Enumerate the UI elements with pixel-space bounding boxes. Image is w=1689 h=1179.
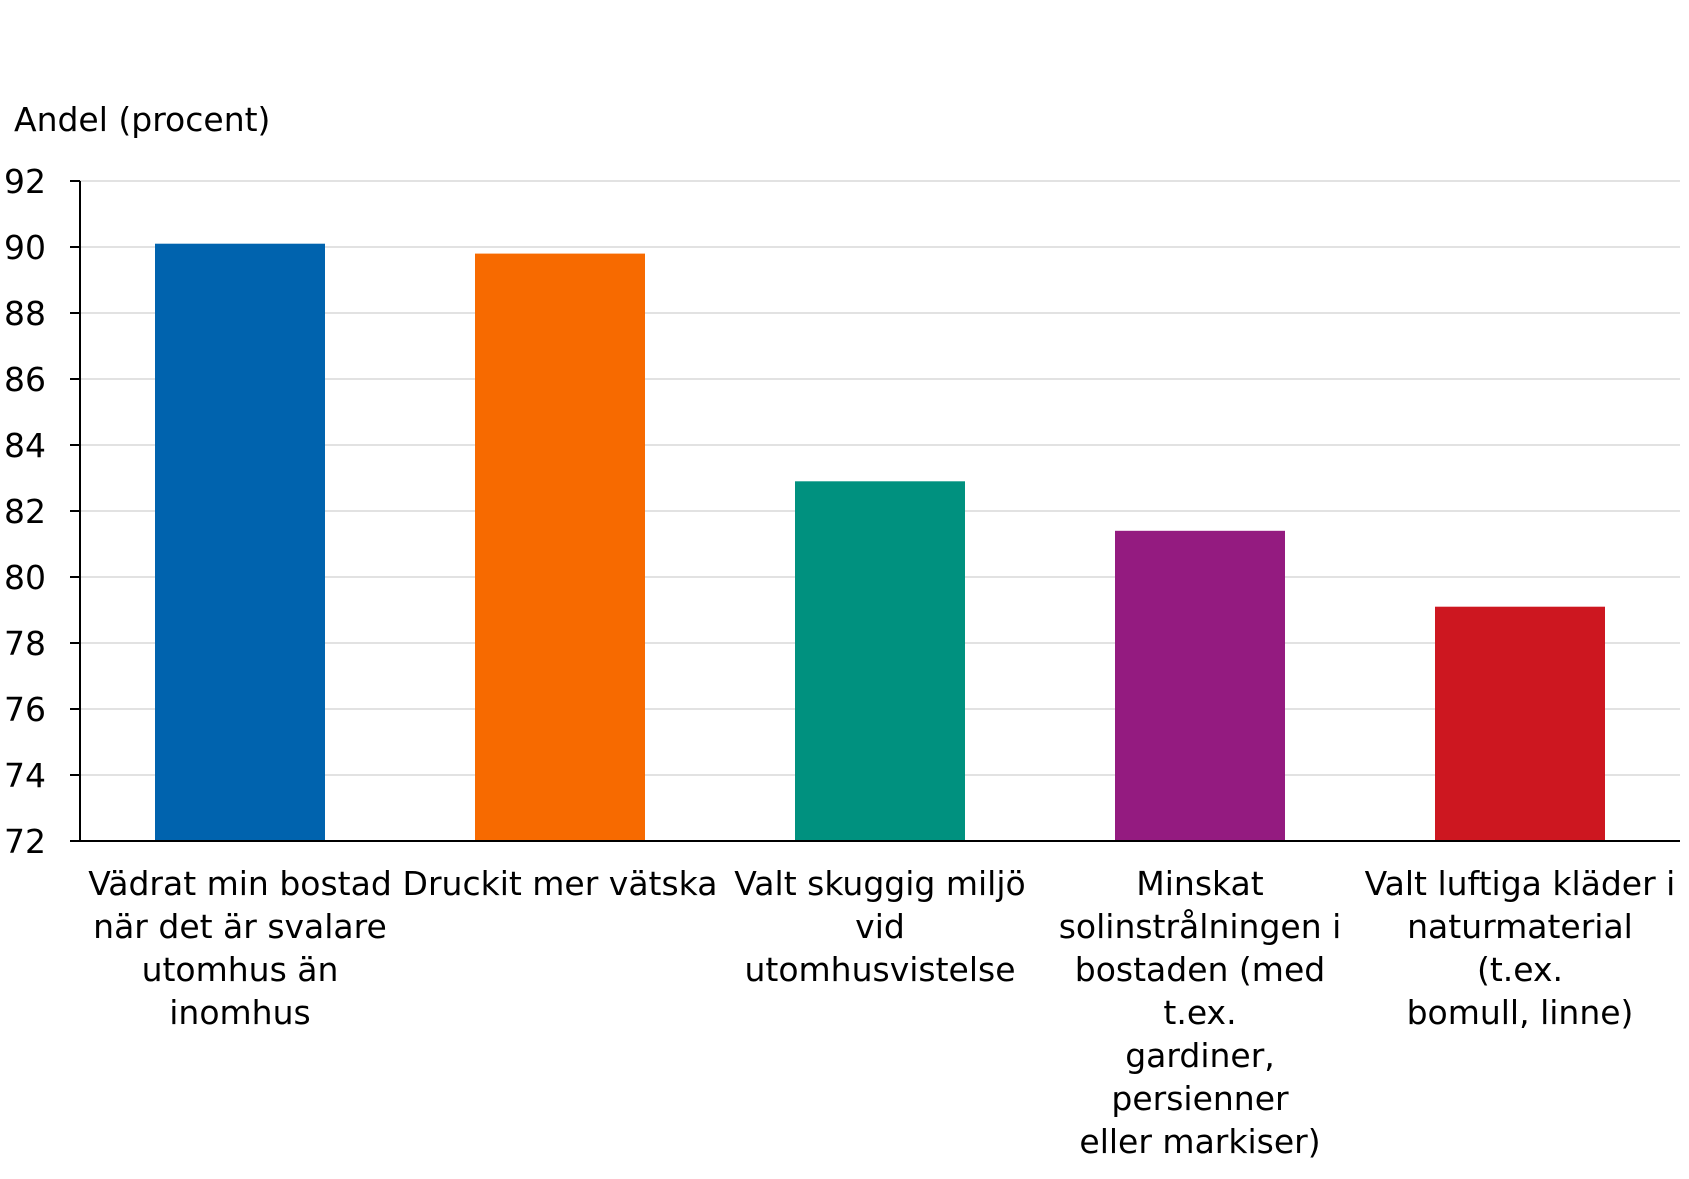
x-tick-label-line: gardiner, persienner	[1111, 1036, 1289, 1118]
x-tick-label-line: Minskat	[1136, 864, 1264, 903]
y-tick-label: 82	[4, 492, 46, 531]
y-tick-label: 72	[4, 822, 46, 861]
y-tick-label: 90	[4, 228, 46, 267]
x-tick-label: Valt skuggig miljö vid utomhusvistelse	[720, 862, 1040, 991]
y-tick-label: 88	[4, 294, 46, 333]
y-tick-label: 92	[4, 162, 46, 201]
x-tick-label-line: Valt luftiga kläder i	[1364, 864, 1676, 903]
x-tick-label-line: utomhus än	[141, 950, 339, 989]
x-tick-label: Vädrat min bostad när det är svalare utomh…	[80, 862, 400, 1034]
x-tick-label: Valt luftiga kläder i naturmaterial (t.ex…	[1360, 862, 1680, 1034]
x-tick-label: Druckit mer vätska	[400, 862, 720, 905]
y-tick-label: 80	[4, 558, 46, 597]
bars	[155, 243, 1605, 842]
x-tick-label-line: eller markiser)	[1079, 1122, 1321, 1161]
y-tick-label: 76	[4, 690, 46, 729]
x-tick-label-line: Vädrat min bostad	[88, 864, 392, 903]
bar-4	[1115, 530, 1285, 841]
bar-2	[475, 253, 645, 842]
y-tick-label: 86	[4, 360, 46, 399]
axes	[70, 180, 1680, 842]
bar-3	[795, 481, 965, 841]
x-tick-label-line: solinstrålningen i	[1058, 907, 1342, 946]
x-tick-label-line: naturmaterial (t.ex.	[1407, 907, 1633, 989]
y-axis-label: Andel (procent)	[14, 100, 271, 139]
x-tick-label-line: inomhus	[169, 993, 311, 1032]
y-tick-label: 84	[4, 426, 46, 465]
x-tick-label: Minskat solinstrålningen i bostaden (med t…	[1040, 862, 1360, 1163]
bar-1	[155, 243, 325, 841]
x-tick-label-line: bomull, linne)	[1406, 993, 1634, 1032]
y-tick-label: 74	[4, 756, 46, 795]
x-tick-label-line: bostaden (med t.ex.	[1074, 950, 1326, 1032]
x-tick-label-line: vid utomhusvistelse	[744, 907, 1016, 989]
bar-5	[1435, 606, 1605, 841]
x-tick-label-line: Valt skuggig miljö	[734, 864, 1026, 903]
x-tick-label-line: Druckit mer vätska	[402, 864, 718, 903]
y-tick-label: 78	[4, 624, 46, 663]
x-tick-label-line: när det är svalare	[93, 907, 387, 946]
